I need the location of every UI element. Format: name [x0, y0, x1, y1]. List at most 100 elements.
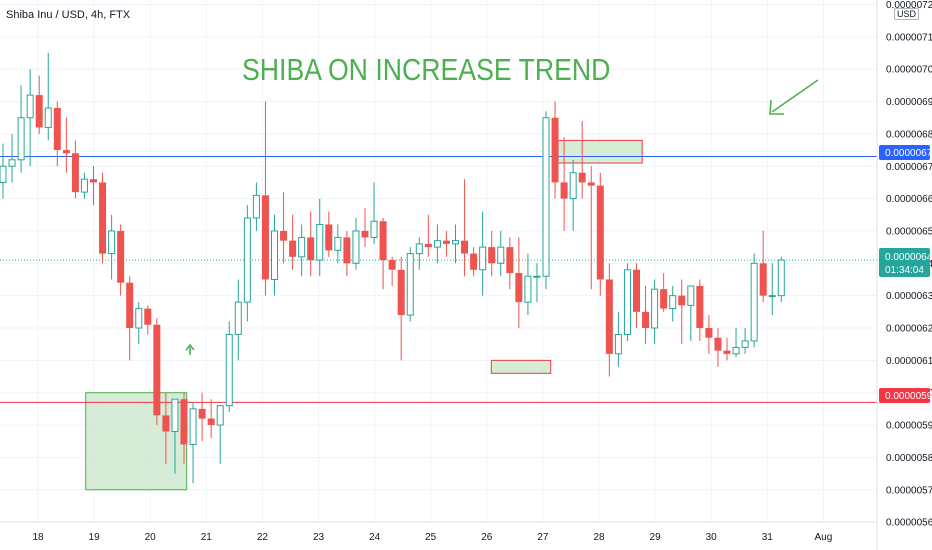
- candle-body-up: [750, 262, 758, 342]
- red-line-tag-bg: [879, 388, 930, 403]
- candle-body-down: [397, 269, 405, 316]
- candle-body-down: [587, 182, 595, 186]
- blue-line-tag: 0.00000673: [885, 148, 932, 159]
- horizontal-lines: [0, 156, 877, 403]
- candle-body-down: [198, 408, 206, 419]
- candle-body-up: [415, 243, 423, 255]
- candle-body-up: [252, 194, 260, 219]
- candle-body-down: [723, 350, 731, 354]
- candle-body-down: [207, 418, 215, 426]
- candle-body-up: [135, 308, 143, 329]
- candle-body-up: [651, 288, 659, 329]
- time-tick-label: 26: [481, 532, 493, 543]
- candle-body-down: [442, 240, 450, 244]
- candle-body-down: [506, 247, 514, 274]
- grid: [0, 0, 877, 523]
- time-tick-label: 29: [650, 532, 662, 543]
- candle-body-down: [153, 324, 161, 416]
- candle-body-down: [515, 273, 523, 303]
- candle-body-down: [551, 117, 559, 183]
- candle-body-down: [424, 243, 432, 248]
- candle-body-down: [461, 240, 469, 254]
- candle-body-up: [298, 236, 306, 258]
- candle-body-down: [361, 230, 369, 238]
- support-resistance-zone: [557, 139, 643, 164]
- candle-body-up: [225, 333, 233, 407]
- arrow-annotation-line: [771, 79, 819, 113]
- current-price-tag: 0.00000641: [885, 252, 932, 263]
- candle-body-down: [261, 195, 269, 280]
- candle-body-up: [216, 405, 224, 426]
- candle-body-up: [334, 236, 342, 251]
- candle-body-up: [234, 301, 242, 335]
- candle-body-down: [578, 172, 586, 183]
- candle-body-up: [44, 107, 52, 128]
- time-tick-label: 30: [706, 532, 718, 543]
- candle-body-down: [633, 269, 640, 312]
- candle-body-down: [307, 237, 315, 261]
- time-tick-label: 28: [593, 532, 605, 543]
- candles: [0, 53, 785, 484]
- time-tick-label: 19: [89, 532, 101, 543]
- price-tick-label: 0.00000560: [886, 518, 932, 529]
- candle-body-up: [614, 333, 622, 355]
- candle-body-up: [542, 117, 550, 277]
- time-tick-label: 31: [762, 532, 774, 543]
- annotation-arrows: [185, 79, 819, 355]
- chart-headline: SHIBA ON INCREASE TREND: [242, 52, 611, 87]
- candle-body-up: [623, 269, 631, 335]
- candle-body-up: [171, 398, 179, 433]
- time-tick-label: 24: [369, 532, 381, 543]
- candle-body-down: [696, 285, 704, 328]
- candle-body-down: [62, 150, 70, 154]
- blue-line-tag-bg: [879, 145, 930, 160]
- candle-body-down: [759, 263, 767, 296]
- candle-body-up: [316, 223, 324, 261]
- time-tick-label: 23: [313, 532, 325, 543]
- candle-body-up: [732, 346, 740, 355]
- candle-body-up: [80, 178, 88, 193]
- candle-body-down: [343, 237, 351, 264]
- candle-body-up: [497, 246, 505, 264]
- candle-body-down: [162, 415, 170, 432]
- zones: [85, 139, 643, 491]
- candle-body-down: [605, 279, 613, 354]
- candle-body-down: [144, 308, 152, 325]
- candle-body-down: [325, 224, 333, 251]
- candle-body-down: [660, 289, 668, 309]
- candle-body-down: [180, 399, 188, 445]
- candle-body-down: [35, 95, 43, 128]
- candle-body-up: [669, 295, 677, 310]
- time-tick-label: 25: [425, 532, 437, 543]
- candle-body-up: [452, 240, 459, 245]
- candle-body-up: [189, 408, 197, 445]
- price-tags: 0.00000673 0.00000641 01:34:04 0.0000059…: [879, 145, 932, 403]
- currency-button[interactable]: USD: [894, 8, 920, 20]
- candle-body-up: [352, 230, 360, 264]
- symbol-legend[interactable]: Shiba Inu / USD, 4h, FTX: [6, 9, 131, 21]
- time-axis[interactable]: 18 19 20 21 22 23 24 25 26 27 28 29 30 31 Aug: [32, 532, 832, 543]
- arrow-annotation-head: [769, 99, 784, 115]
- candle-body-up: [108, 230, 116, 255]
- candle-body-down: [117, 230, 125, 283]
- candle-body-up: [741, 340, 749, 348]
- support-resistance-zone: [85, 392, 188, 491]
- candle-body-up: [533, 275, 541, 278]
- countdown-tag: 01:34:04: [885, 265, 924, 276]
- candle-body-up: [777, 259, 785, 297]
- candle-body-down: [99, 182, 107, 254]
- candle-body-up: [687, 285, 695, 306]
- time-tick-label: 22: [257, 532, 269, 543]
